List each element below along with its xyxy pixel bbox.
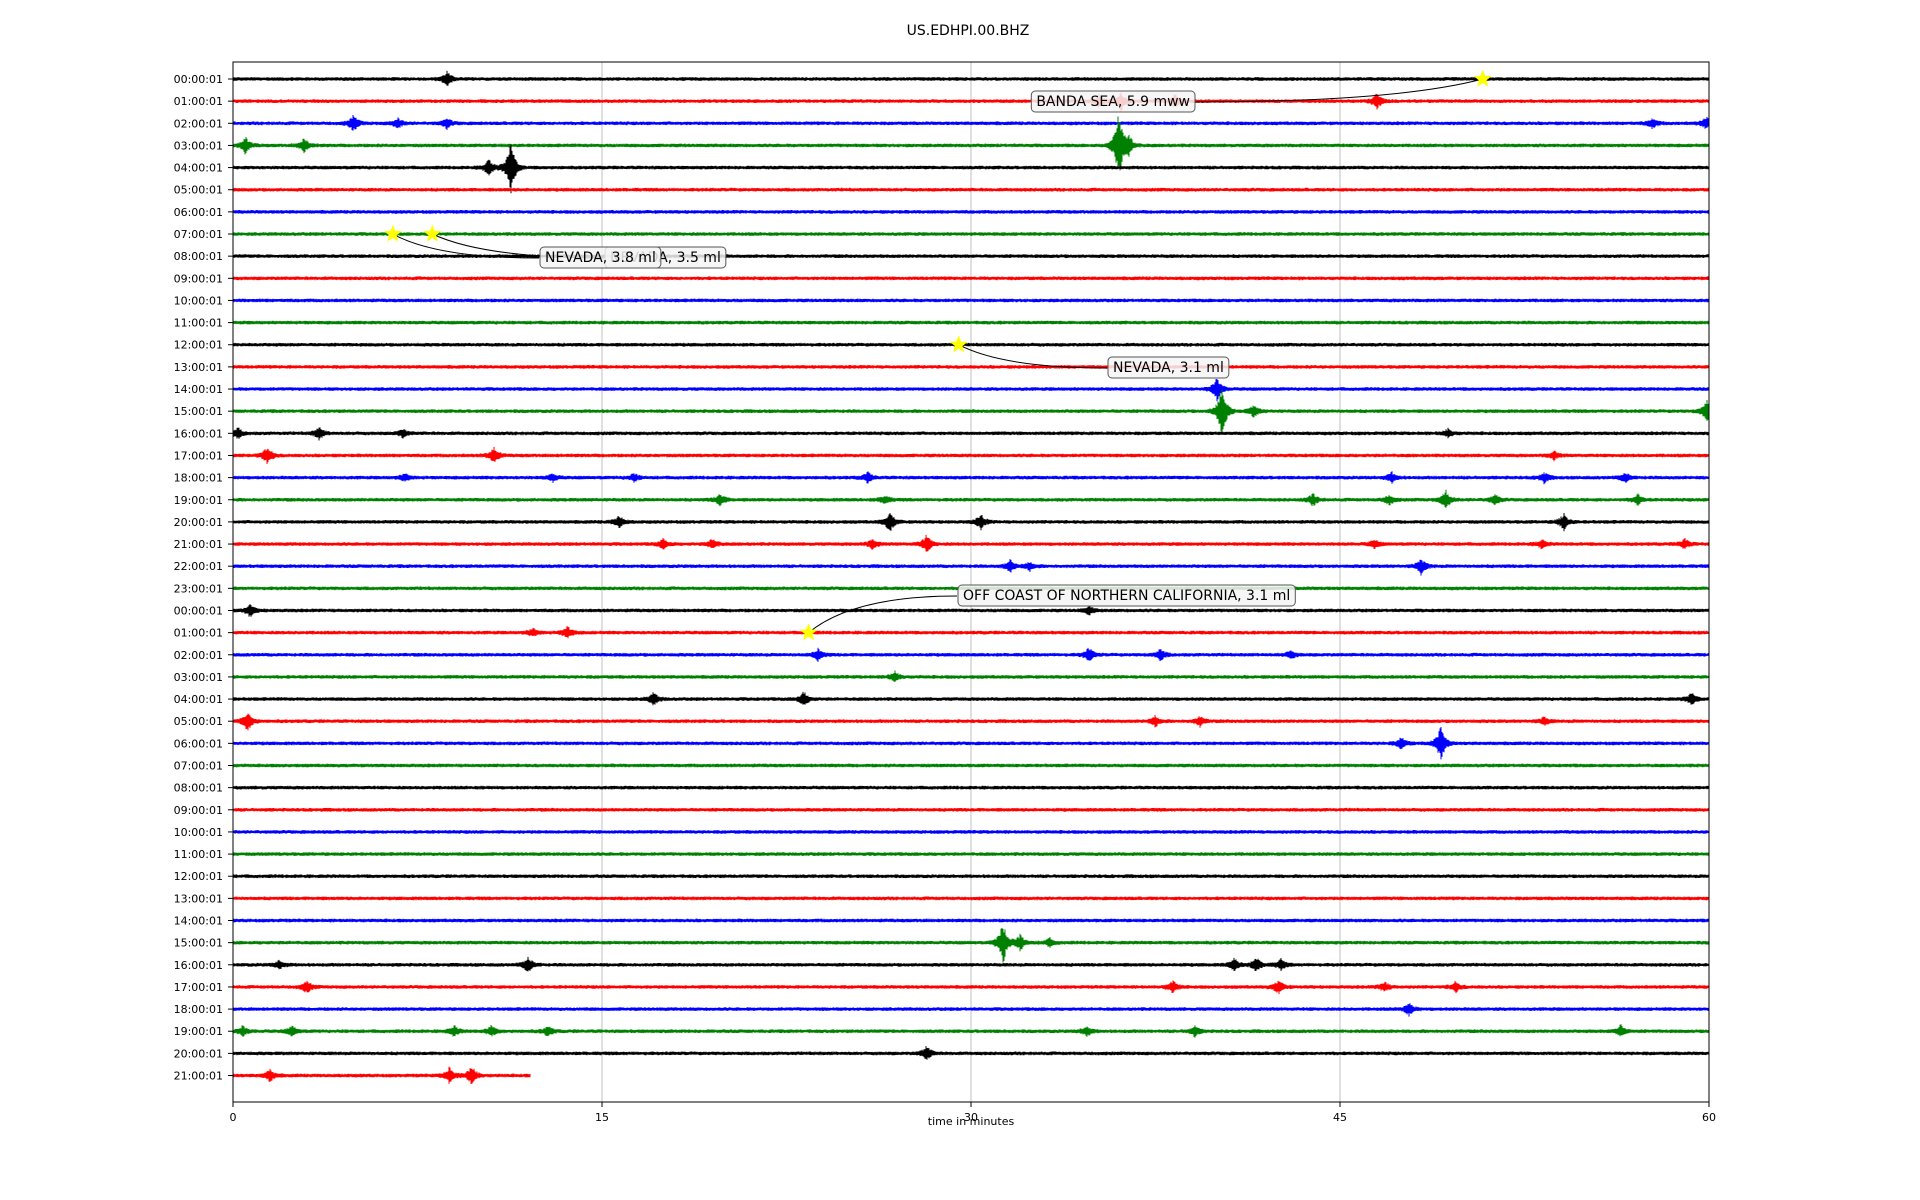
event-label-box-3	[1107, 356, 1230, 379]
trace-label-17: 17:00:01	[174, 449, 223, 462]
trace-label-23: 23:00:01	[174, 582, 223, 595]
event-connector-4	[808, 595, 958, 634]
trace-time-labels: 00:00:01 01:00:01 02:00:01 03:00:01 04:00:01…	[174, 73, 233, 1083]
trace-label-30: 06:00:01	[174, 737, 223, 750]
trace-9	[232, 276, 1710, 281]
trace-33	[232, 807, 1710, 812]
trace-label-3: 03:00:01	[174, 139, 223, 152]
trace-31	[232, 763, 1710, 768]
event-connector-2	[392, 233, 540, 259]
vertical-gridlines	[601, 62, 1341, 1102]
event-label-box-0	[1030, 90, 1196, 113]
event-connector-3	[958, 344, 1108, 369]
trace-label-14: 14:00:01	[174, 383, 223, 396]
trace-label-8: 08:00:01	[174, 250, 223, 263]
event-label-box-4	[957, 584, 1296, 607]
trace-label-34: 10:00:01	[174, 826, 223, 839]
xtick-label-2: 30	[964, 1111, 978, 1124]
trace-label-24: 00:00:01	[174, 604, 223, 617]
event-annotation-4: OFF COAST OF NORTHERN CALIFORNIA, 3.1 ml	[799, 584, 1296, 641]
x-axis-ticks: 0 15 30 45 60	[230, 1102, 1716, 1124]
trace-label-20: 20:00:01	[174, 516, 223, 529]
trace-label-32: 08:00:01	[174, 782, 223, 795]
xtick-label-1: 15	[595, 1111, 609, 1124]
event-annotation-3: NEVADA, 3.1 ml	[949, 335, 1230, 379]
trace-label-36: 12:00:01	[174, 870, 223, 883]
trace-45	[232, 1066, 531, 1084]
trace-37	[232, 896, 1710, 901]
xtick-label-4: 60	[1702, 1111, 1716, 1124]
trace-label-43: 19:00:01	[174, 1025, 223, 1038]
event-star-marker-0	[1473, 69, 1492, 87]
event-annotation-0: BANDA SEA, 5.9 mww	[1030, 69, 1492, 113]
event-label-box-2	[539, 246, 662, 269]
trace-label-5: 05:00:01	[174, 184, 223, 197]
trace-label-0: 00:00:01	[174, 73, 223, 86]
trace-label-29: 05:00:01	[174, 715, 223, 728]
trace-32	[232, 785, 1710, 790]
trace-36	[232, 874, 1710, 879]
trace-5	[232, 187, 1710, 192]
trace-label-12: 12:00:01	[174, 339, 223, 352]
event-annotation-2: NEVADA, 3.8 ml	[383, 224, 662, 269]
event-label-2: NEVADA, 3.8 ml	[545, 250, 656, 266]
trace-label-16: 16:00:01	[174, 427, 223, 440]
trace-label-41: 17:00:01	[174, 981, 223, 994]
xtick-label-3: 45	[1333, 1111, 1347, 1124]
event-star-marker-1	[423, 224, 442, 242]
event-label-4: OFF COAST OF NORTHERN CALIFORNIA, 3.1 ml	[963, 588, 1290, 604]
trace-label-39: 15:00:01	[174, 937, 223, 950]
event-label-3: NEVADA, 3.1 ml	[1113, 360, 1224, 376]
event-star-marker-2	[383, 224, 402, 242]
trace-label-38: 14:00:01	[174, 915, 223, 928]
trace-13	[232, 365, 1710, 369]
trace-label-25: 01:00:01	[174, 627, 223, 640]
trace-label-10: 10:00:01	[174, 294, 223, 307]
trace-label-26: 02:00:01	[174, 649, 223, 662]
trace-label-13: 13:00:01	[174, 361, 223, 374]
trace-label-44: 20:00:01	[174, 1047, 223, 1060]
trace-label-22: 22:00:01	[174, 560, 223, 573]
trace-label-2: 02:00:01	[174, 117, 223, 130]
trace-label-37: 13:00:01	[174, 892, 223, 905]
trace-label-9: 09:00:01	[174, 272, 223, 285]
event-star-marker-3	[949, 335, 968, 353]
trace-label-19: 19:00:01	[174, 494, 223, 507]
event-label-0: BANDA SEA, 5.9 mww	[1036, 94, 1190, 110]
trace-label-18: 18:00:01	[174, 472, 223, 485]
trace-label-27: 03:00:01	[174, 671, 223, 684]
trace-label-4: 04:00:01	[174, 162, 223, 175]
trace-34	[232, 830, 1710, 834]
trace-label-35: 11:00:01	[174, 848, 223, 861]
trace-label-40: 16:00:01	[174, 959, 223, 972]
x-axis-label: time in minutes	[928, 1115, 1015, 1128]
xtick-label-0: 0	[230, 1111, 237, 1124]
trace-label-7: 07:00:01	[174, 228, 223, 241]
event-connector-0	[1191, 78, 1483, 103]
trace-label-15: 15:00:01	[174, 405, 223, 418]
trace-label-11: 11:00:01	[174, 317, 223, 330]
event-star-marker-4	[799, 623, 818, 641]
trace-label-42: 18:00:01	[174, 1003, 223, 1016]
trace-label-1: 01:00:01	[174, 95, 223, 108]
chart-title: US.EDHPI.00.BHZ	[907, 23, 1030, 39]
trace-label-21: 21:00:01	[174, 538, 223, 551]
trace-label-31: 07:00:01	[174, 759, 223, 772]
trace-label-6: 06:00:01	[174, 206, 223, 219]
trace-label-28: 04:00:01	[174, 693, 223, 706]
trace-label-33: 09:00:01	[174, 804, 223, 817]
trace-label-45: 21:00:01	[174, 1070, 223, 1083]
